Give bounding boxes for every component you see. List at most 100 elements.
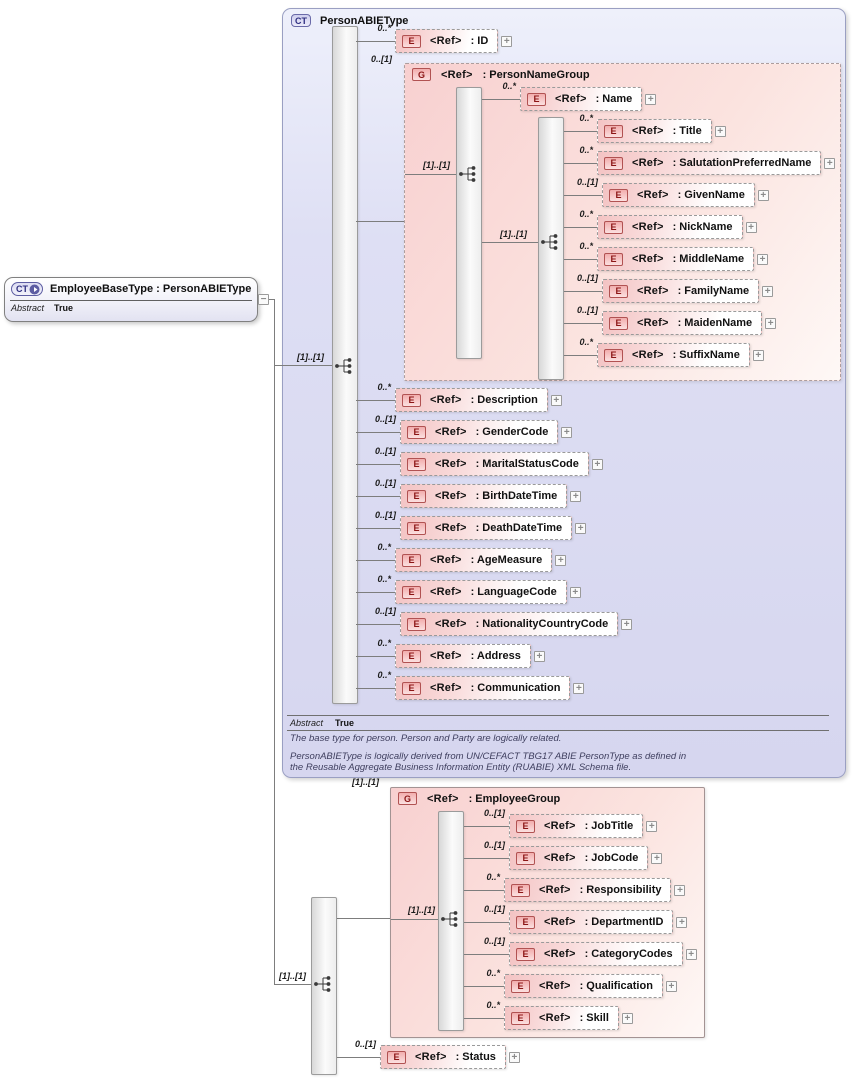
element-icon: E: [511, 979, 530, 993]
collapse-icon[interactable]: −: [258, 294, 269, 305]
connector-line: [464, 954, 509, 955]
element-name: : Name: [595, 93, 633, 105]
element-icon: E: [407, 489, 426, 503]
sequence-bar: [456, 87, 482, 359]
expand-icon[interactable]: +: [575, 522, 587, 534]
ref-label: <Ref>: [544, 852, 576, 864]
expand-icon[interactable]: +: [665, 980, 677, 992]
group-icon: G: [398, 792, 417, 805]
element-box-gender-code[interactable]: E <Ref> : GenderCode: [400, 420, 559, 444]
abstract-label: Abstract: [11, 303, 45, 313]
element-box-nick-name[interactable]: E <Ref> : NickName: [597, 215, 743, 239]
element-box-language-code[interactable]: E <Ref> : LanguageCode: [395, 580, 567, 604]
element-box-birth-date-time[interactable]: E <Ref> : BirthDateTime: [400, 484, 568, 508]
connector-line: [464, 1018, 504, 1019]
expand-icon[interactable]: +: [621, 618, 633, 630]
connector-line: [564, 163, 597, 164]
ref-label: <Ref>: [555, 93, 587, 105]
element-box-death-date-time[interactable]: E <Ref> : DeathDateTime: [400, 516, 573, 540]
expand-icon[interactable]: +: [714, 125, 726, 137]
expand-icon[interactable]: +: [651, 852, 663, 864]
element-box-marital-status-code[interactable]: E <Ref> : MaritalStatusCode: [400, 452, 589, 476]
expand-icon[interactable]: +: [573, 682, 585, 694]
connector-line: [464, 986, 504, 987]
element-icon: E: [604, 124, 623, 138]
root-type-title: EmployeeBaseType : PersonABIEType: [50, 283, 252, 295]
cardinality-label: 0..*: [377, 23, 391, 33]
element-name: : NickName: [672, 221, 733, 233]
expand-icon[interactable]: +: [550, 394, 562, 406]
element-department-id: 0..[1] E <Ref> : DepartmentID +: [464, 904, 688, 934]
cardinality-label: 0..[1]: [374, 478, 396, 488]
expand-icon[interactable]: +: [752, 349, 764, 361]
element-icon: E: [609, 188, 628, 202]
element-nick-name: 0..* E <Ref> : NickName +: [564, 209, 757, 239]
element-box-category-codes[interactable]: E <Ref> : CategoryCodes: [509, 942, 683, 966]
sequence-bar: [438, 811, 464, 1031]
expand-icon[interactable]: +: [621, 1012, 633, 1024]
ref-label: <Ref>: [430, 394, 462, 406]
cardinality-label: 0..[1]: [374, 446, 396, 456]
cardinality-label: [1]..[1]: [408, 905, 435, 915]
connector-line: [356, 400, 395, 401]
element-box-description[interactable]: E <Ref> : Description: [395, 388, 548, 412]
connector-line: [356, 592, 395, 593]
connector-line: [564, 227, 597, 228]
expand-icon[interactable]: +: [757, 189, 769, 201]
element-box-status[interactable]: E <Ref> : Status: [380, 1045, 506, 1069]
expand-icon[interactable]: +: [591, 458, 603, 470]
element-box-salutation-preferred-name[interactable]: E <Ref> : SalutationPreferredName: [597, 151, 822, 175]
expand-icon[interactable]: +: [508, 1051, 520, 1063]
element-box-given-name[interactable]: E <Ref> : GivenName: [602, 183, 755, 207]
expand-icon[interactable]: +: [561, 426, 573, 438]
element-box-family-name[interactable]: E <Ref> : FamilyName: [602, 279, 760, 303]
expand-icon[interactable]: +: [762, 285, 774, 297]
ref-label: <Ref>: [544, 820, 576, 832]
expand-icon[interactable]: +: [555, 554, 567, 566]
element-box-name[interactable]: E <Ref> : Name: [520, 87, 643, 111]
element-box-maiden-name[interactable]: E <Ref> : MaidenName: [602, 311, 763, 335]
element-box-middle-name[interactable]: E <Ref> : MiddleName: [597, 247, 755, 271]
person-abie-type-box: CT PersonABIEType 0..* E <Ref> : ID + 0.…: [282, 8, 846, 778]
ref-label: <Ref>: [632, 221, 664, 233]
element-box-nationality-country-code[interactable]: E <Ref> : NationalityCountryCode: [400, 612, 619, 636]
cardinality-label: 0..*: [377, 638, 391, 648]
complex-type-header: CT PersonABIEType: [283, 9, 845, 32]
expand-icon[interactable]: +: [501, 35, 513, 47]
expand-icon[interactable]: +: [570, 490, 582, 502]
expand-icon[interactable]: +: [765, 317, 777, 329]
element-box-skill[interactable]: E <Ref> : Skill: [504, 1006, 619, 1030]
element-box-age-measure[interactable]: E <Ref> : AgeMeasure: [395, 548, 553, 572]
expand-icon[interactable]: +: [674, 884, 686, 896]
element-name: : Description: [470, 394, 538, 406]
expand-icon[interactable]: +: [646, 820, 658, 832]
expand-icon[interactable]: +: [745, 221, 757, 233]
element-box-qualification[interactable]: E <Ref> : Qualification: [504, 974, 663, 998]
element-icon: E: [604, 252, 623, 266]
expand-icon[interactable]: +: [685, 948, 697, 960]
element-box-communication[interactable]: E <Ref> : Communication: [395, 676, 571, 700]
connector-line: [391, 919, 438, 920]
connector-line: [356, 496, 400, 497]
expand-icon[interactable]: +: [533, 650, 545, 662]
element-box-job-title[interactable]: E <Ref> : JobTitle: [509, 814, 644, 838]
element-box-address[interactable]: E <Ref> : Address: [395, 644, 531, 668]
expand-icon[interactable]: +: [569, 586, 581, 598]
element-box-job-code[interactable]: E <Ref> : JobCode: [509, 846, 649, 870]
expand-icon[interactable]: +: [645, 93, 657, 105]
element-box-department-id[interactable]: E <Ref> : DepartmentID: [509, 910, 674, 934]
element-box-suffix-name[interactable]: E <Ref> : SuffixName: [597, 343, 750, 367]
expand-icon[interactable]: +: [824, 157, 836, 169]
element-icon: E: [402, 681, 421, 695]
element-box-title[interactable]: E <Ref> : Title: [597, 119, 712, 143]
expand-icon[interactable]: +: [757, 253, 769, 265]
group-header[interactable]: G <Ref> : EmployeeGroup: [391, 788, 704, 809]
cardinality-label: 0..*: [377, 670, 391, 680]
group-header[interactable]: G <Ref> : PersonNameGroup: [405, 64, 840, 85]
ref-label: <Ref>: [539, 980, 571, 992]
element-box-id[interactable]: E <Ref> : ID: [395, 29, 499, 53]
employee-base-type-box[interactable]: CT EmployeeBaseType : PersonABIEType Abs…: [4, 277, 258, 322]
element-box-responsibility[interactable]: E <Ref> : Responsibility: [504, 878, 672, 902]
ref-label: <Ref>: [632, 349, 664, 361]
expand-icon[interactable]: +: [676, 916, 688, 928]
